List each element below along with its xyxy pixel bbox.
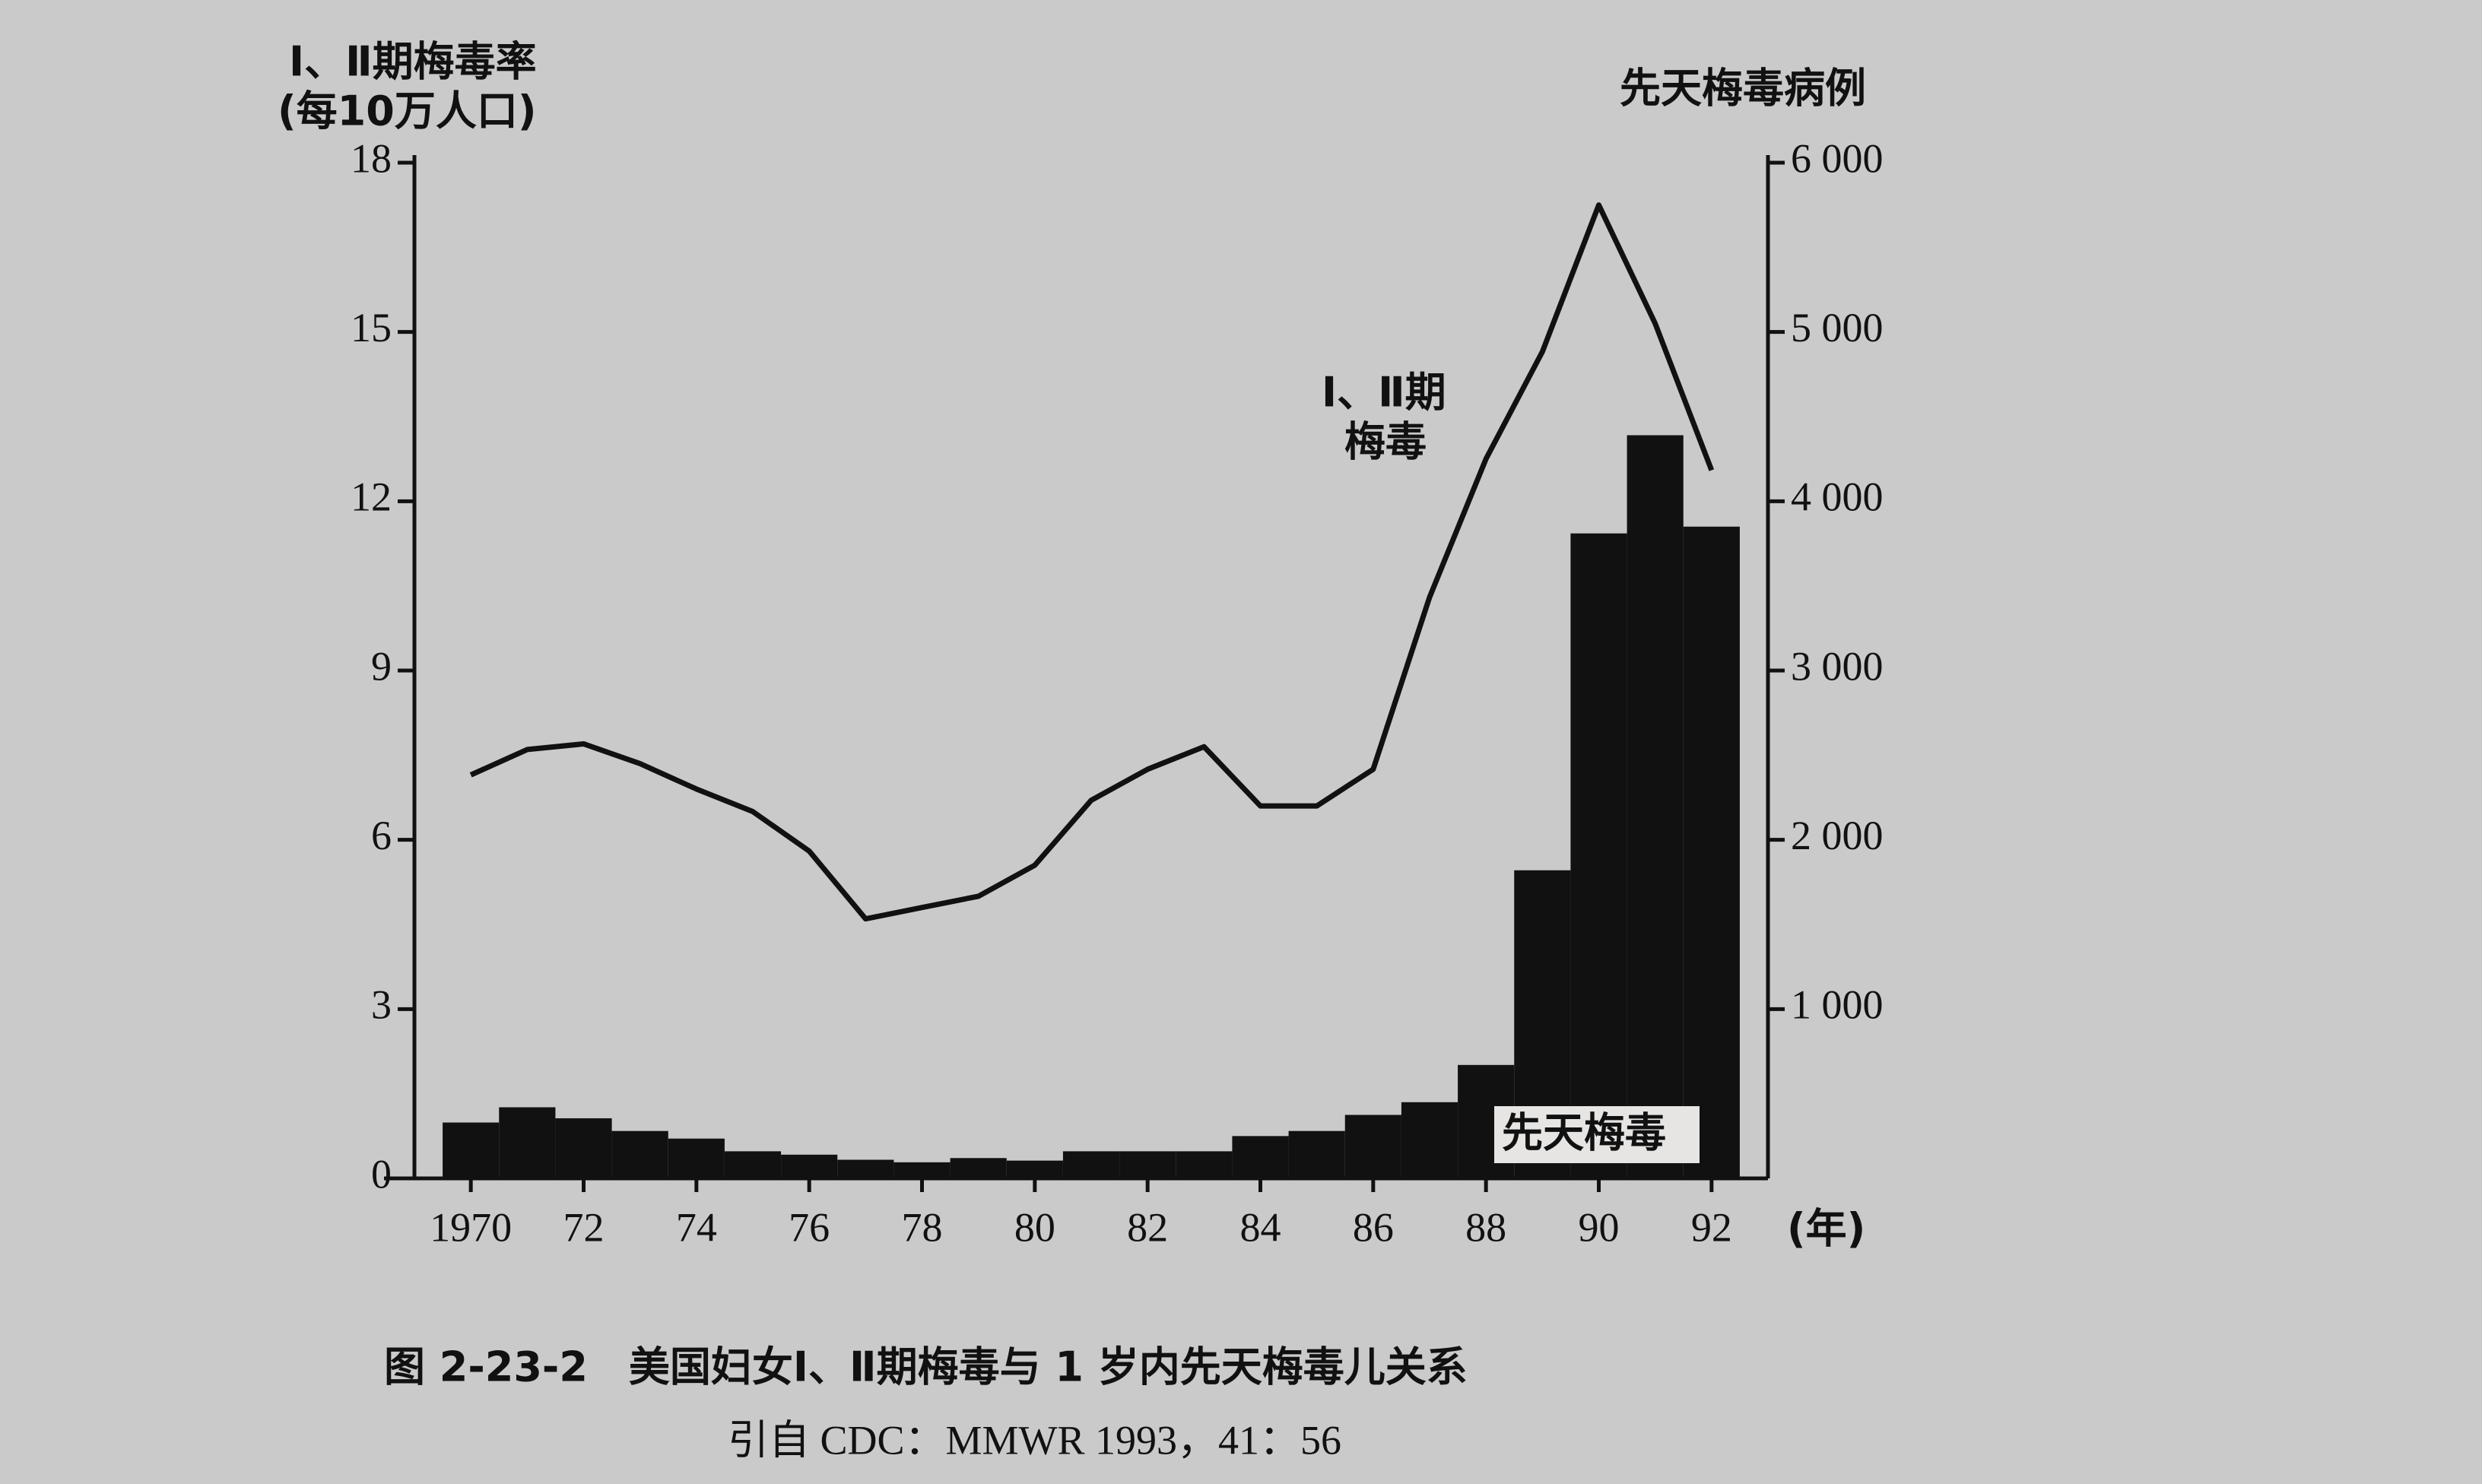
x-tick-label: 82 — [1127, 1204, 1168, 1250]
figure-caption: 图 2-23-2 美国妇女Ⅰ、Ⅱ期梅毒与 1 岁内先天梅毒儿关系 — [384, 1343, 1468, 1391]
bar — [668, 1138, 725, 1178]
bar — [1006, 1160, 1063, 1178]
x-tick-label: 76 — [789, 1204, 830, 1250]
bar — [1401, 1102, 1458, 1178]
bar — [499, 1107, 556, 1178]
x-tick-label: 80 — [1014, 1204, 1055, 1250]
y-tick-label: 0 — [371, 1151, 392, 1197]
y-tick-label: 12 — [351, 474, 392, 520]
bar — [950, 1158, 1007, 1178]
x-tick-label: 74 — [676, 1204, 717, 1250]
bar — [781, 1154, 838, 1178]
bar — [443, 1122, 500, 1178]
bar — [1627, 435, 1684, 1178]
x-tick-label: 72 — [563, 1204, 605, 1250]
bar — [1232, 1136, 1289, 1178]
x-tick-label: 84 — [1240, 1204, 1281, 1250]
line-annotation: Ⅰ、Ⅱ期 — [1322, 369, 1446, 417]
bar — [1683, 526, 1740, 1178]
figure-source: 引自 CDC：MMWR 1993，41：56 — [728, 1417, 1341, 1463]
y-tick-label: 9 — [371, 643, 392, 689]
y2-tick-label: 4 000 — [1791, 474, 1884, 520]
bar — [1344, 1115, 1401, 1178]
y-axis-title: Ⅰ、Ⅱ期梅毒率 — [289, 38, 537, 86]
y2-tick-label: 2 000 — [1791, 813, 1884, 858]
line — [469, 202, 1715, 922]
y-tick-label: 6 — [371, 813, 392, 858]
x-tick-label: 88 — [1465, 1204, 1506, 1250]
bar — [1176, 1151, 1233, 1178]
y-tick-label: 3 — [371, 982, 392, 1028]
x-axis-unit: (年) — [1787, 1205, 1865, 1253]
bar — [555, 1118, 612, 1178]
x-tick-label: 78 — [902, 1204, 943, 1250]
x-tick-label: 92 — [1691, 1204, 1732, 1250]
x-tick-label: 1970 — [430, 1204, 512, 1250]
y2-tick-label: 3 000 — [1791, 643, 1884, 689]
y2-tick-label: 1 000 — [1791, 982, 1884, 1028]
bar — [724, 1151, 782, 1178]
bar — [1288, 1130, 1345, 1178]
bar — [893, 1162, 951, 1178]
line-annotation: 梅毒 — [1344, 418, 1427, 466]
y2-tick-label: 6 000 — [1791, 135, 1884, 181]
annotation-box — [1494, 1106, 1700, 1163]
bar — [1062, 1151, 1120, 1178]
y2-tick-label: 5 000 — [1791, 305, 1884, 350]
bar — [1119, 1151, 1176, 1178]
y-tick-label: 18 — [351, 135, 392, 181]
y-axis-title: (每10万人口) — [278, 87, 537, 135]
bar — [837, 1159, 894, 1178]
bar-annotation: 先天梅毒 — [1502, 1109, 1666, 1157]
bar — [1570, 533, 1627, 1178]
y-tick-label: 15 — [351, 305, 392, 350]
x-tick-label: 86 — [1353, 1204, 1394, 1250]
y2-axis-title: 先天梅毒病例 — [1620, 65, 1866, 113]
x-tick-label: 90 — [1579, 1204, 1620, 1250]
bar — [611, 1130, 668, 1178]
